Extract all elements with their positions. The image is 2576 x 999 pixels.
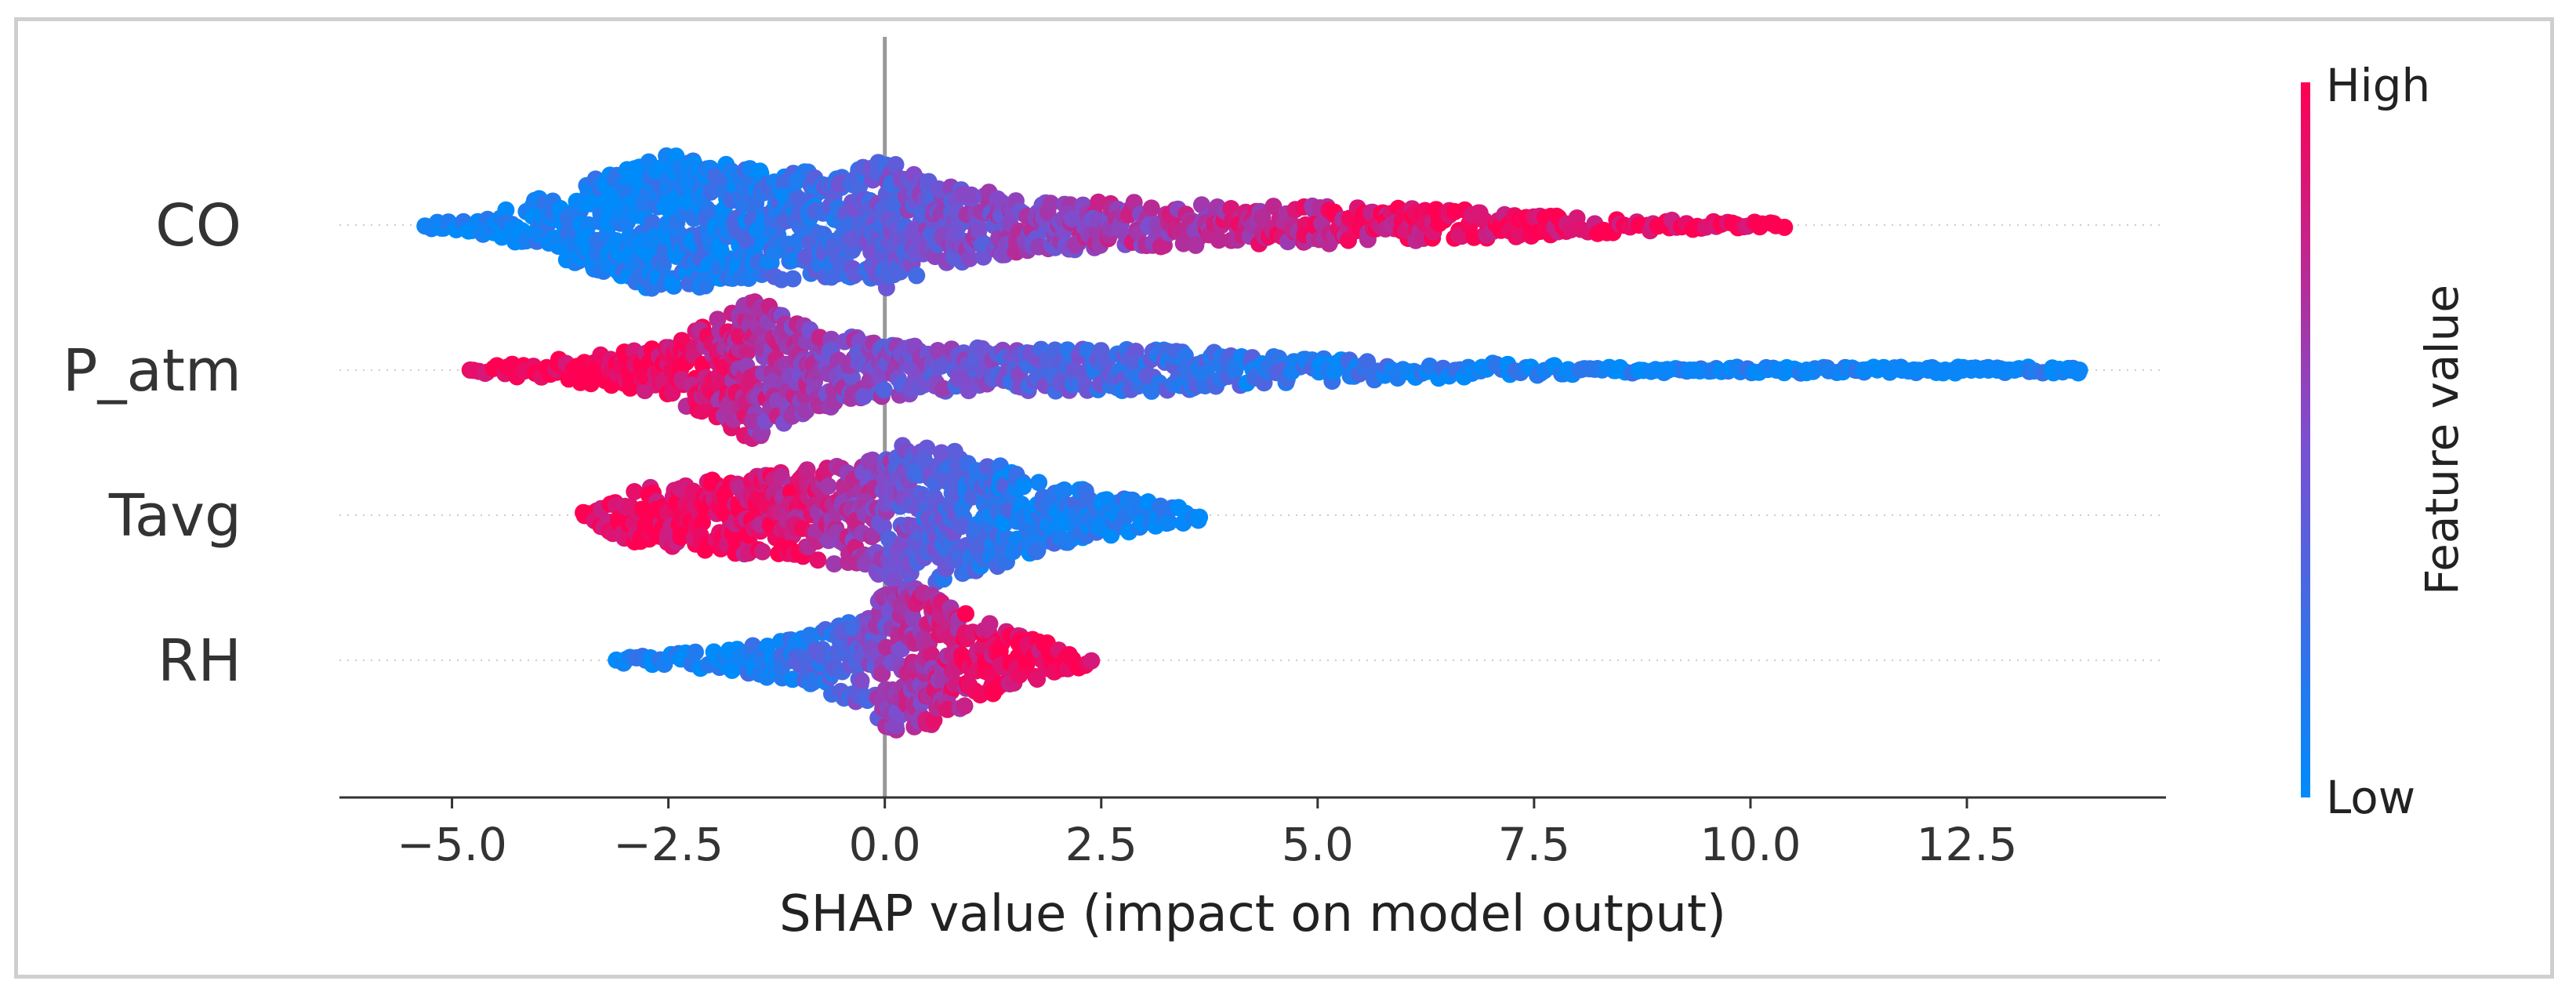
shap-point [1210,231,1228,249]
feature-label-co: CO [155,192,241,260]
shap-point [784,670,801,688]
shap-point [694,514,711,532]
shap-point [662,274,680,292]
x-tick-label: 10.0 [1700,818,1801,871]
shap-point [1880,361,1898,379]
colorbar [2301,82,2310,797]
x-axis-ticks: −5.0 −2.5 0.0 2.5 5.0 7.5 10.0 12.5 [397,797,2018,871]
shap-point [952,518,971,536]
shap-point [2070,361,2088,379]
x-tick-label: −5.0 [397,818,507,871]
shap-point [963,186,981,204]
shap-point [497,201,515,219]
shap-point [875,381,893,399]
shap-summary-plot: CO P_atm Tavg RH −5.0 −2.5 0.0 2.5 5.0 7.5 10.0 12… [63,37,2469,943]
shap-point [1768,361,1786,379]
shap-point [819,478,837,495]
x-tick-label: −2.5 [613,818,724,871]
shap-point [1063,209,1081,227]
row-guide-lines [339,224,2166,661]
feature-label-p_atm: P_atm [63,337,241,405]
x-tick-label: 5.0 [1282,818,1354,871]
shap-point [852,672,870,690]
feature-label-rh: RH [158,627,241,695]
shap-point [981,615,999,633]
shap-point [1160,514,1178,532]
shap-point [956,697,974,715]
shap-point [1798,361,1816,379]
beeswarm-row-rh [608,579,1101,739]
feature-label-tavg: Tavg [108,482,241,550]
shap-point [784,270,802,288]
colorbar-high-label: High [2326,59,2430,112]
shap-point [751,162,769,180]
shap-point [723,661,741,679]
shap-point [1187,236,1205,254]
shap-point [1053,482,1071,500]
x-tick-label: 12.5 [1916,818,2017,871]
shap-point [933,444,950,462]
shap-point [887,156,905,173]
shap-point [1685,361,1703,379]
beeswarm-row-co [416,147,1794,297]
shap-point [753,543,771,561]
shap-point [991,642,1009,660]
shap-point [1264,198,1283,216]
shap-point [809,551,827,569]
shap-point [1906,361,1924,379]
beeswarm-row-p_atm [461,293,2088,447]
x-tick-label: 0.0 [849,818,921,871]
shap-point [873,665,891,683]
shap-point [1004,543,1022,561]
shap-point [854,387,873,405]
x-tick-label: 2.5 [1065,818,1137,871]
shap-point [626,483,644,500]
shap-point [1042,194,1060,213]
shap-point [960,249,978,267]
shap-point [1893,361,1911,379]
shap-point [1029,541,1047,559]
shap-point [908,267,926,285]
feature-labels: CO P_atm Tavg RH [63,192,241,695]
shap-point [687,643,704,661]
shap-point [1254,209,1272,227]
shap-point [646,227,664,245]
colorbar-title: Feature value [2415,285,2469,595]
shap-point [1776,218,1794,236]
colorbar-low-label: Low [2326,771,2415,824]
shap-point [1029,670,1047,688]
shap-point [1014,478,1032,496]
shap-point [798,461,816,479]
shap-point [957,605,974,623]
beeswarm-points [416,147,2088,739]
figure-frame: CO P_atm Tavg RH −5.0 −2.5 0.0 2.5 5.0 7.5 10.0 12… [14,17,2554,979]
shap-point [877,638,895,656]
x-axis-title: SHAP value (impact on model output) [779,885,1726,943]
shap-point [1854,361,1872,379]
x-tick-label: 7.5 [1498,818,1570,871]
shap-point [825,555,844,573]
shap-point [1142,199,1160,217]
shap-point [904,609,922,627]
shap-point [1030,474,1048,492]
shap-point [1646,361,1664,379]
shap-point [970,222,988,240]
beeswarm-row-tavg [575,437,1209,595]
shap-point [1660,361,1677,379]
shap-point [938,700,956,718]
shap-point [1191,508,1209,526]
shap-point [1083,652,1101,670]
shap-point [2005,361,2023,379]
